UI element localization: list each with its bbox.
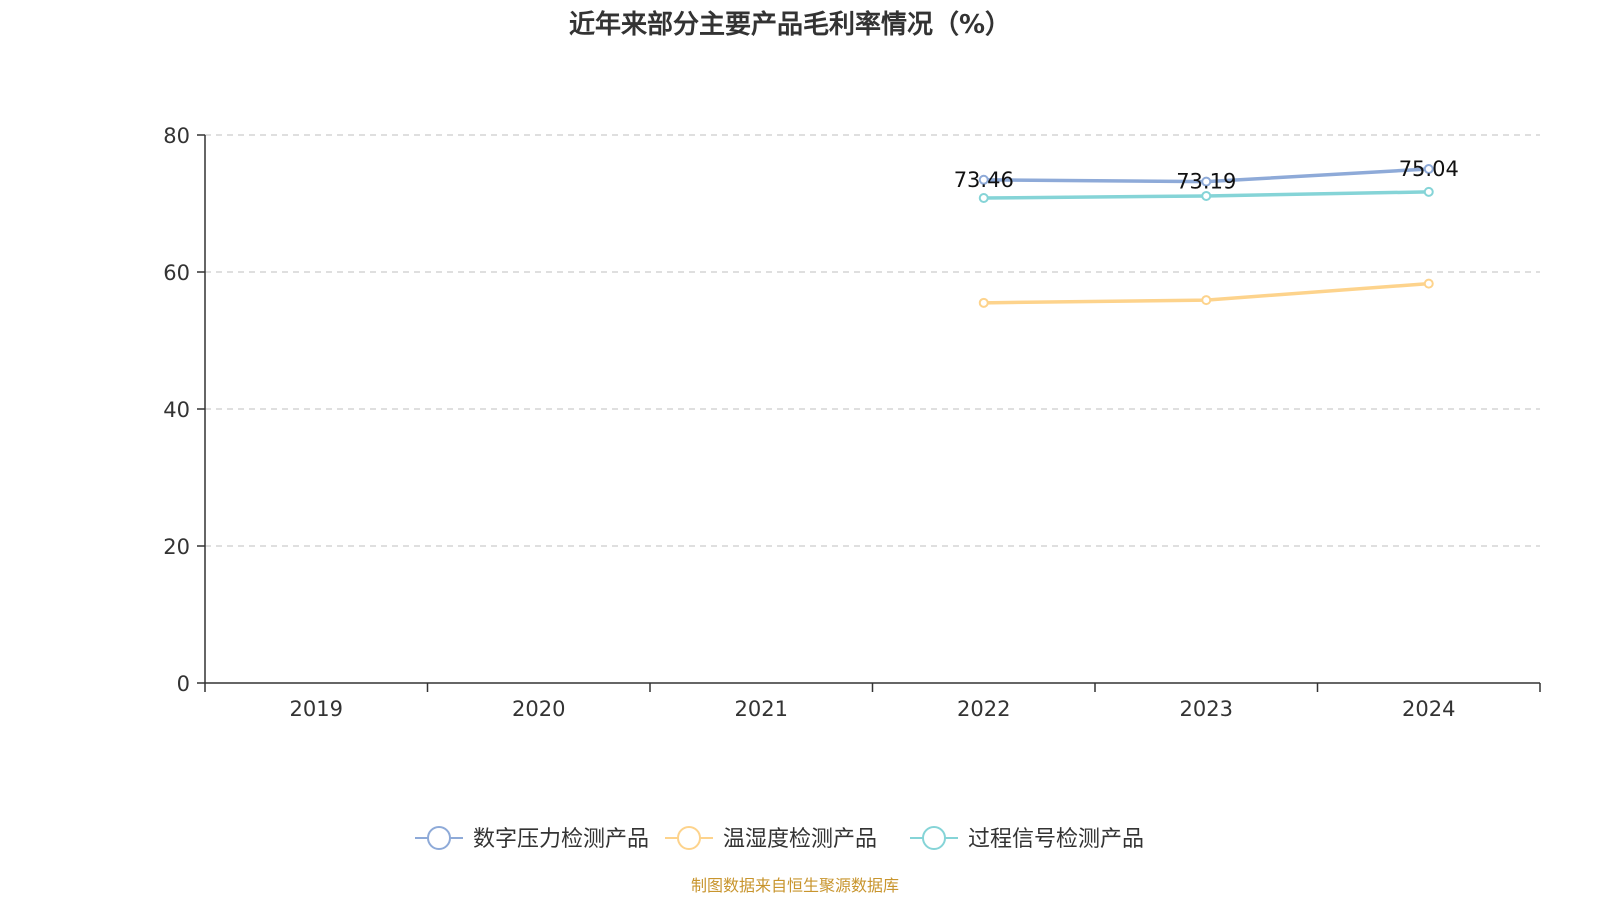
data-point xyxy=(1201,176,1212,187)
x-tick-label: 2023 xyxy=(1180,697,1233,721)
data-label: 73.19 xyxy=(1176,170,1236,194)
grid-lines xyxy=(205,134,1540,547)
x-tick-label: 2024 xyxy=(1402,697,1455,721)
data-point xyxy=(1201,190,1212,201)
axes: 0 20 40 60 80 2019 2020 2021 2022 2023 2024 xyxy=(163,124,1541,721)
y-tick-label: 60 xyxy=(163,261,190,285)
legend-item-1[interactable]: 数字压力检测产品 xyxy=(415,826,649,852)
data-labels: 73.46 73.19 75.04 xyxy=(954,157,1459,194)
data-point xyxy=(1423,163,1434,174)
legend-marker xyxy=(427,826,451,850)
chart-title: 近年来部分主要产品毛利率情况（%） xyxy=(569,9,1011,40)
data-point xyxy=(978,297,989,308)
data-point xyxy=(978,193,989,204)
data-point xyxy=(1423,278,1434,289)
y-tick-label: 20 xyxy=(163,535,190,559)
legend-label: 过程信号检测产品 xyxy=(968,827,1144,852)
data-label: 73.46 xyxy=(954,168,1014,192)
y-tick-label: 40 xyxy=(163,398,190,422)
legend-label: 温湿度检测产品 xyxy=(723,827,877,852)
data-point xyxy=(978,174,989,185)
legend-item-3[interactable]: 过程信号检测产品 xyxy=(910,826,1144,852)
series-lines xyxy=(978,163,1434,308)
x-tick-label: 2020 xyxy=(512,697,565,721)
x-tick-label: 2021 xyxy=(735,697,788,721)
data-point xyxy=(1201,295,1212,306)
data-point xyxy=(1423,186,1434,197)
legend-marker xyxy=(922,826,946,850)
y-tick-label: 0 xyxy=(177,672,190,696)
legend-marker xyxy=(677,826,701,850)
legend-item-2[interactable]: 温湿度检测产品 xyxy=(665,826,877,852)
x-tick-label: 2022 xyxy=(957,697,1010,721)
data-label: 75.04 xyxy=(1399,157,1459,181)
legend[interactable]: 数字压力检测产品 温湿度检测产品 过程信号检测产品 xyxy=(415,826,1144,852)
y-tick-label: 80 xyxy=(163,124,190,148)
x-tick-label: 2019 xyxy=(290,697,343,721)
source-note: 制图数据来自恒生聚源数据库 xyxy=(691,876,899,895)
legend-label: 数字压力检测产品 xyxy=(473,827,649,852)
